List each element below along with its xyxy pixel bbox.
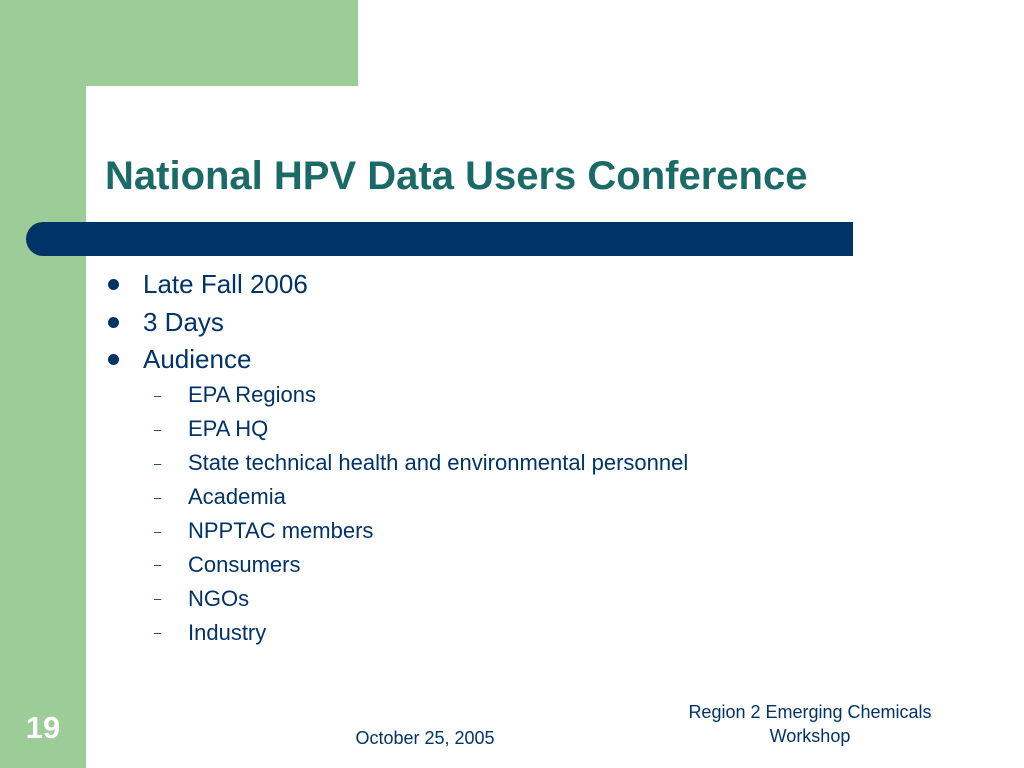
- sub-bullet-text: EPA HQ: [188, 416, 269, 442]
- bullet-item: 3 Days: [105, 304, 985, 342]
- dash-marker: –: [154, 455, 162, 471]
- footer-event-line: Workshop: [769, 726, 851, 746]
- dash-marker: –: [154, 557, 162, 573]
- slide-number: 19: [25, 710, 61, 745]
- dash-marker: –: [154, 625, 162, 641]
- bullet-list: Late Fall 2006 3 Days Audience – EPA Reg…: [105, 266, 985, 650]
- dash-marker: –: [154, 489, 162, 505]
- title-underline-bar: [26, 222, 853, 256]
- footer-date: October 25, 2005: [355, 728, 495, 748]
- rounded-corner-decoration: [86, 86, 166, 166]
- sub-bullet-item: – NGOs: [105, 582, 985, 616]
- sub-bullet-text: Academia: [188, 484, 286, 510]
- bullet-text: Audience: [143, 344, 252, 375]
- sub-bullet-text: State technical health and environmental…: [188, 450, 689, 476]
- sub-bullet-text: NPPTAC members: [188, 518, 374, 543]
- dash-marker: –: [154, 387, 162, 403]
- sub-bullet-item: – NPPTAC members: [105, 514, 985, 548]
- footer-event-line: Region 2 Emerging Chemicals: [688, 702, 932, 722]
- sub-bullet-item: – EPA Regions: [105, 379, 985, 413]
- sub-bullet-item: – EPA HQ: [105, 412, 985, 446]
- bullet-text: 3 Days: [143, 306, 224, 337]
- bullet-item: Audience: [105, 341, 985, 379]
- sub-bullet-text: Consumers: [188, 551, 301, 577]
- dash-marker: –: [154, 591, 162, 607]
- left-accent-bar: [0, 0, 86, 768]
- sub-bullet-text: EPA Regions: [188, 382, 317, 408]
- sub-bullet-text: Industry: [188, 619, 267, 645]
- sub-bullet-item: – Consumers: [105, 548, 985, 582]
- dash-marker: –: [154, 523, 162, 539]
- bullet-dot-icon: [108, 279, 119, 291]
- dash-marker: –: [154, 421, 162, 437]
- bullet-text: Late Fall 2006: [143, 269, 308, 300]
- bullet-item: Late Fall 2006: [105, 266, 985, 304]
- sub-bullet-item: – State technical health and environment…: [105, 446, 985, 480]
- sub-bullet-text: NGOs: [188, 585, 250, 611]
- sub-bullet-item: – Industry: [105, 616, 985, 650]
- bullet-dot-icon: [108, 354, 119, 366]
- top-accent-block: [0, 0, 358, 86]
- slide-title: National HPV Data Users Conference: [105, 154, 808, 198]
- bullet-dot-icon: [108, 316, 119, 328]
- footer-event-title: Region 2 Emerging Chemicals Workshop: [660, 700, 960, 748]
- sub-bullet-item: – Academia: [105, 480, 985, 514]
